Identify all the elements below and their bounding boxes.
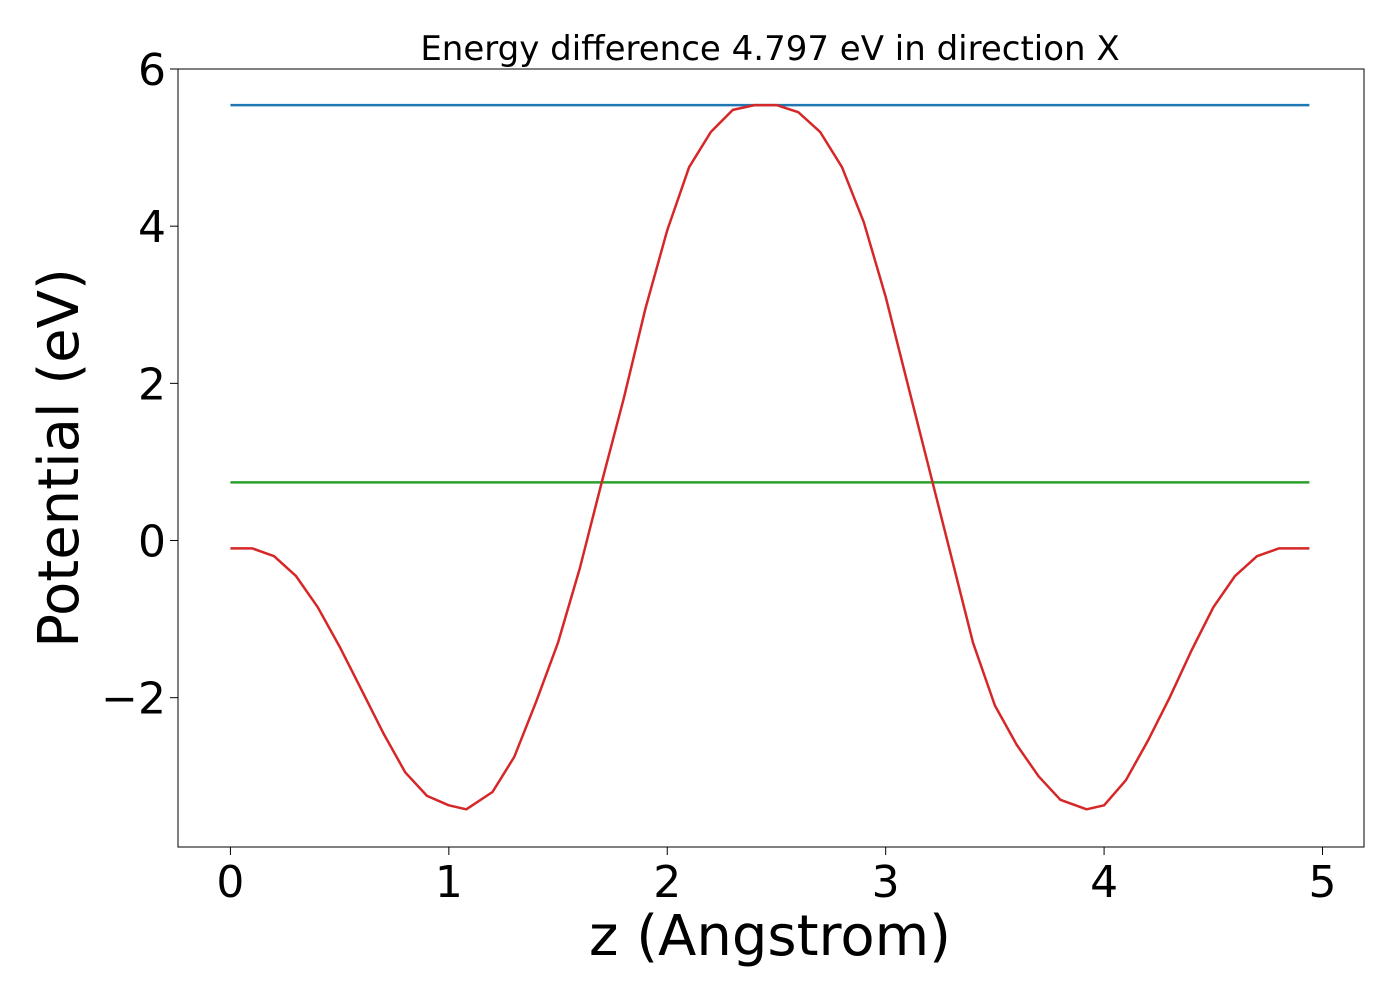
x-tick-label: 2 — [653, 857, 681, 908]
y-tick-label: 0 — [138, 517, 166, 568]
x-tick-label: 3 — [872, 857, 900, 908]
x-tick-label: 4 — [1090, 857, 1118, 908]
plot-area — [230, 103, 1310, 811]
x-axis-title: z (Angstrom) — [589, 904, 951, 969]
y-axis: −2 0 2 4 6 — [101, 45, 178, 725]
chart-title: Energy difference 4.797 eV in direction … — [420, 29, 1119, 69]
x-tick-label: 0 — [216, 857, 244, 908]
y-tick-label: 2 — [138, 359, 166, 410]
y-axis-title: Potential (eV) — [27, 268, 92, 648]
axes-frame — [177, 68, 1365, 848]
x-tick-label: 1 — [435, 857, 463, 908]
x-axis: 0 1 2 3 4 5 — [216, 847, 1337, 908]
x-tick-label: 5 — [1309, 857, 1337, 908]
y-tick-label: 6 — [138, 45, 166, 96]
y-tick-label: 4 — [138, 202, 166, 253]
y-tick-label: −2 — [101, 674, 166, 725]
series-line-red — [230, 103, 1310, 811]
